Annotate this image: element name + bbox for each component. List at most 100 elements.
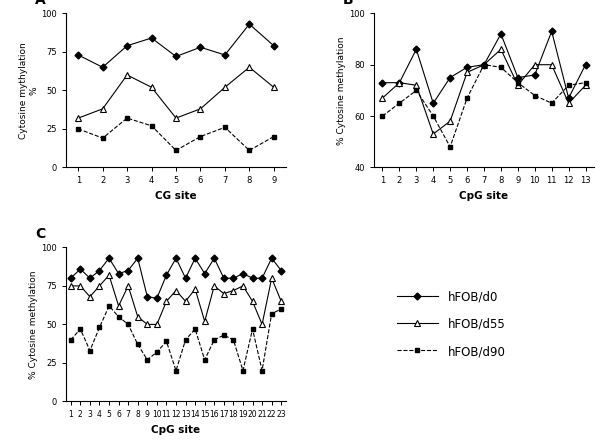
hFOB/d55 [548,62,555,67]
hFOB/d90 [74,126,82,132]
hFOB/d55 [396,80,403,85]
hFOB/d90 [211,337,218,343]
hFOB/d55 [74,116,82,121]
hFOB/d90 [96,325,103,330]
hFOB/d0 [531,72,538,78]
hFOB/d90 [124,116,131,121]
hFOB/d0 [396,80,403,85]
hFOB/d90 [163,339,170,344]
Y-axis label: Cytosine mythylation
%: Cytosine mythylation % [19,42,38,139]
hFOB/d0 [96,268,103,273]
hFOB/d55 [565,100,572,106]
hFOB/d55 [172,288,179,293]
hFOB/d90 [221,124,229,130]
hFOB/d0 [446,75,454,80]
hFOB/d55 [191,286,199,292]
hFOB/d0 [134,256,142,261]
hFOB/d90 [106,303,113,309]
hFOB/d90 [125,322,132,327]
X-axis label: CpG site: CpG site [151,425,200,435]
hFOB/d0 [182,276,189,281]
hFOB/d0 [197,45,204,50]
hFOB/d55 [144,322,151,327]
hFOB/d55 [270,85,277,90]
hFOB/d55 [582,83,589,88]
Text: B: B [343,0,354,7]
hFOB/d90 [430,113,437,119]
hFOB/d90 [134,342,142,347]
hFOB/d90 [481,62,488,67]
hFOB/d55 [413,83,420,88]
hFOB/d0 [582,62,589,67]
hFOB/d0 [99,65,106,70]
hFOB/d90 [582,80,589,85]
hFOB/d90 [249,326,256,332]
hFOB/d90 [565,83,572,88]
Line: hFOB/d0: hFOB/d0 [68,256,284,301]
hFOB/d55 [115,303,122,309]
hFOB/d0 [497,31,505,37]
hFOB/d0 [463,65,470,70]
Line: hFOB/d90: hFOB/d90 [68,304,284,373]
hFOB/d0 [278,268,285,273]
hFOB/d55 [230,288,237,293]
hFOB/d55 [201,318,208,324]
hFOB/d0 [239,271,247,276]
hFOB/d0 [124,43,131,48]
hFOB/d0 [67,276,74,281]
Line: hFOB/d55: hFOB/d55 [379,46,589,137]
Line: hFOB/d0: hFOB/d0 [76,22,276,70]
hFOB/d90 [182,337,189,343]
hFOB/d90 [379,113,386,119]
hFOB/d0 [430,100,437,106]
hFOB/d90 [148,123,155,128]
hFOB/d90 [396,100,403,106]
hFOB/d90 [548,100,555,106]
hFOB/d90 [153,350,160,355]
hFOB/d90 [172,148,179,153]
hFOB/d55 [153,322,160,327]
hFOB/d0 [115,271,122,276]
hFOB/d90 [246,148,253,153]
hFOB/d90 [413,88,420,93]
hFOB/d55 [96,283,103,289]
Line: hFOB/d55: hFOB/d55 [75,64,277,121]
hFOB/d55 [182,299,189,304]
hFOB/d0 [106,256,113,261]
hFOB/d55 [221,85,229,90]
hFOB/d90 [278,306,285,312]
hFOB/d55 [278,299,285,304]
hFOB/d0 [221,52,229,58]
hFOB/d90 [77,326,84,332]
hFOB/d0 [413,47,420,52]
hFOB/d90 [531,93,538,98]
Text: A: A [35,0,46,7]
Legend: hFOB/d0, hFOB/d55, hFOB/d90: hFOB/d0, hFOB/d55, hFOB/d90 [391,285,511,364]
Text: C: C [35,227,46,241]
hFOB/d90 [144,357,151,363]
hFOB/d90 [220,333,227,338]
hFOB/d0 [220,276,227,281]
hFOB/d55 [124,72,131,78]
hFOB/d0 [259,276,266,281]
hFOB/d55 [163,299,170,304]
hFOB/d90 [230,337,237,343]
hFOB/d55 [430,131,437,136]
hFOB/d55 [446,119,454,124]
hFOB/d0 [211,256,218,261]
hFOB/d90 [239,368,247,373]
hFOB/d55 [259,322,266,327]
hFOB/d55 [514,83,521,88]
hFOB/d55 [249,299,256,304]
hFOB/d90 [270,134,277,139]
X-axis label: CG site: CG site [155,191,197,201]
hFOB/d55 [481,62,488,67]
hFOB/d90 [67,337,74,343]
hFOB/d55 [125,283,132,289]
hFOB/d55 [148,85,155,90]
hFOB/d55 [67,283,74,289]
hFOB/d55 [86,294,94,299]
hFOB/d55 [197,106,204,112]
hFOB/d0 [379,80,386,85]
hFOB/d55 [99,106,106,112]
